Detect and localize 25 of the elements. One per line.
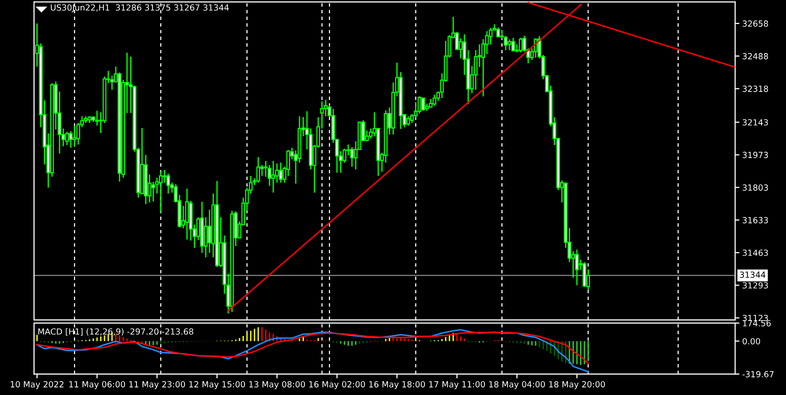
y-tick-label: 32658 xyxy=(742,20,768,27)
y-tick-label: 31633 xyxy=(742,217,768,224)
text: MACD [H1] (12,26,9) -297.20 -213.68 xyxy=(38,328,194,336)
x-tick-label: 13 May 08:00 xyxy=(249,381,306,390)
x-tick-label: 12 May 15:00 xyxy=(189,381,246,390)
x-tick-label: 18 May 04:00 xyxy=(489,381,545,390)
x-tick-label: 16 May 18:00 xyxy=(369,381,425,390)
x-tick-label: 18 May 20:00 xyxy=(549,381,605,390)
x-tick-label: 16 May 02:00 xyxy=(309,381,365,390)
y-tick-label: 31293 xyxy=(742,282,768,289)
y-tick-label: -319.67 xyxy=(742,371,774,378)
y-tick-label: 32318 xyxy=(742,86,768,92)
y-tick-label: 32488 xyxy=(742,53,768,60)
y-tick-label: 31463 xyxy=(742,250,768,256)
x-tick-label: 17 May 11:00 xyxy=(429,381,485,390)
ref-line-label: 31344 xyxy=(740,272,766,278)
y-tick-label: 31123 xyxy=(742,314,768,322)
y-tick-label: 31973 xyxy=(742,152,768,158)
x-tick-label: 11 May 23:00 xyxy=(129,381,186,390)
y-tick-label: 0.00 xyxy=(742,338,760,344)
chart-title: US30Jun22,H1 31286 31375 31267 31344 xyxy=(50,4,229,12)
y-tick-label: 31803 xyxy=(742,184,768,191)
y-tick-label: 32143 xyxy=(742,119,768,126)
x-tick-label: 11 May 06:00 xyxy=(69,381,126,390)
x-tick-label: 10 May 2022 xyxy=(10,381,64,390)
